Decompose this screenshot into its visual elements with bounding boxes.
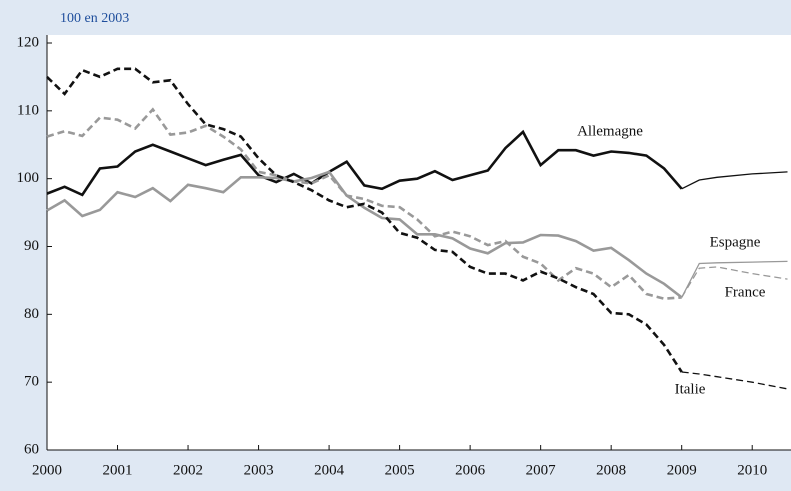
x-tick-label: 2001: [103, 462, 133, 478]
series-label: Italie: [675, 381, 706, 397]
x-tick-label: 2004: [314, 462, 345, 478]
x-tick-label: 2006: [455, 462, 486, 478]
x-tick-label: 2003: [244, 462, 274, 478]
line: [46, 170, 683, 299]
series-label: Allemagne: [577, 123, 643, 139]
y-tick-label: 70: [24, 374, 39, 390]
x-tick-label: 2002: [173, 462, 203, 478]
forecast-line: [681, 266, 788, 298]
line: [46, 129, 683, 197]
y-tick-label: 60: [24, 441, 39, 457]
y-tick-label: 80: [24, 306, 39, 322]
line: [46, 67, 683, 373]
line: [46, 107, 682, 301]
forecast-line: [681, 171, 788, 190]
series-label: Espagne: [710, 234, 761, 250]
chart-subtitle: 100 en 2003: [60, 11, 129, 26]
x-tick-label: 2007: [526, 462, 557, 478]
x-tick-label: 2009: [667, 462, 697, 478]
forecast-line: [681, 260, 788, 298]
x-tick-label: 2008: [596, 462, 626, 478]
y-tick-label: 120: [17, 34, 40, 50]
y-tick-label: 100: [17, 170, 40, 186]
x-tick-label: 2000: [32, 462, 62, 478]
x-tick-label: 2005: [385, 462, 415, 478]
series-label: France: [725, 284, 766, 300]
y-tick-label: 110: [17, 102, 39, 118]
y-tick-label: 90: [24, 238, 39, 254]
x-tick-label: 2010: [737, 462, 767, 478]
forecast-line: [681, 371, 788, 390]
plot-area: [47, 35, 791, 450]
